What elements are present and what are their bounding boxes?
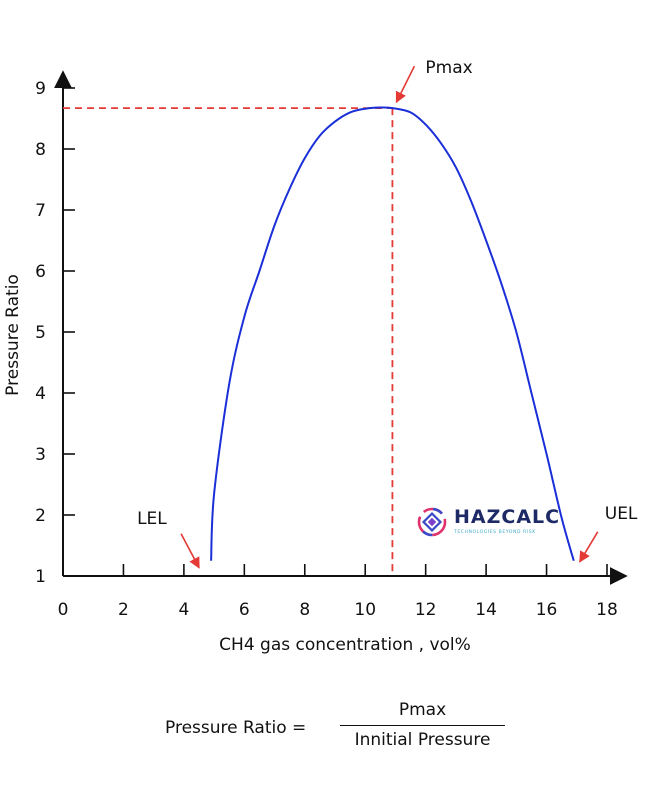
x-tick-label: 12 bbox=[415, 600, 437, 620]
pmax-arrow bbox=[395, 65, 416, 104]
x-tick-label: 8 bbox=[299, 600, 310, 620]
x-tick-label: 16 bbox=[536, 600, 558, 620]
y-tick-label: 4 bbox=[35, 384, 46, 404]
pressure-ratio-curve bbox=[210, 106, 575, 562]
uel-arrow bbox=[579, 531, 599, 563]
formula-denominator: Innitial Pressure bbox=[354, 730, 491, 750]
lel-label: LEL bbox=[137, 509, 167, 529]
x-tick-label: 4 bbox=[178, 600, 189, 620]
y-tick-label: 1 bbox=[35, 567, 46, 587]
uel-label: UEL bbox=[605, 504, 638, 524]
y-tick-label: 5 bbox=[35, 323, 46, 343]
pmax-label: Pmax bbox=[425, 58, 472, 78]
formula-lhs: Pressure Ratio = bbox=[165, 718, 307, 738]
hazcalc-logo-icon bbox=[417, 507, 447, 537]
x-tick-label: 18 bbox=[596, 600, 618, 620]
hazcalc-logo: HAZCALC TECHNOLOGIES BEYOND RISK bbox=[416, 506, 559, 542]
formula-fraction-bar bbox=[340, 725, 505, 726]
x-tick-label: 0 bbox=[58, 600, 69, 620]
x-tick-label: 2 bbox=[118, 600, 129, 620]
x-tick-label: 6 bbox=[239, 600, 250, 620]
y-axis-label: Pressure Ratio bbox=[3, 274, 23, 396]
y-tick-label: 2 bbox=[35, 506, 46, 526]
y-tick-label: 3 bbox=[35, 445, 46, 465]
y-tick-label: 9 bbox=[35, 79, 46, 99]
x-tick-label: 10 bbox=[354, 600, 376, 620]
y-tick-label: 7 bbox=[35, 201, 46, 221]
y-tick-label: 6 bbox=[35, 262, 46, 282]
formula-numerator: Pmax bbox=[398, 700, 447, 720]
lel-arrow bbox=[180, 533, 200, 569]
logo-tagline: TECHNOLOGIES BEYOND RISK bbox=[454, 530, 536, 535]
x-axis-label: CH4 gas concentration , vol% bbox=[219, 635, 471, 655]
logo-brand: HAZCALC bbox=[454, 506, 561, 528]
y-tick-label: 8 bbox=[35, 140, 46, 160]
x-tick-label: 14 bbox=[475, 600, 497, 620]
pressure-ratio-formula: Pressure Ratio = Pmax Innitial Pressure bbox=[165, 700, 525, 756]
